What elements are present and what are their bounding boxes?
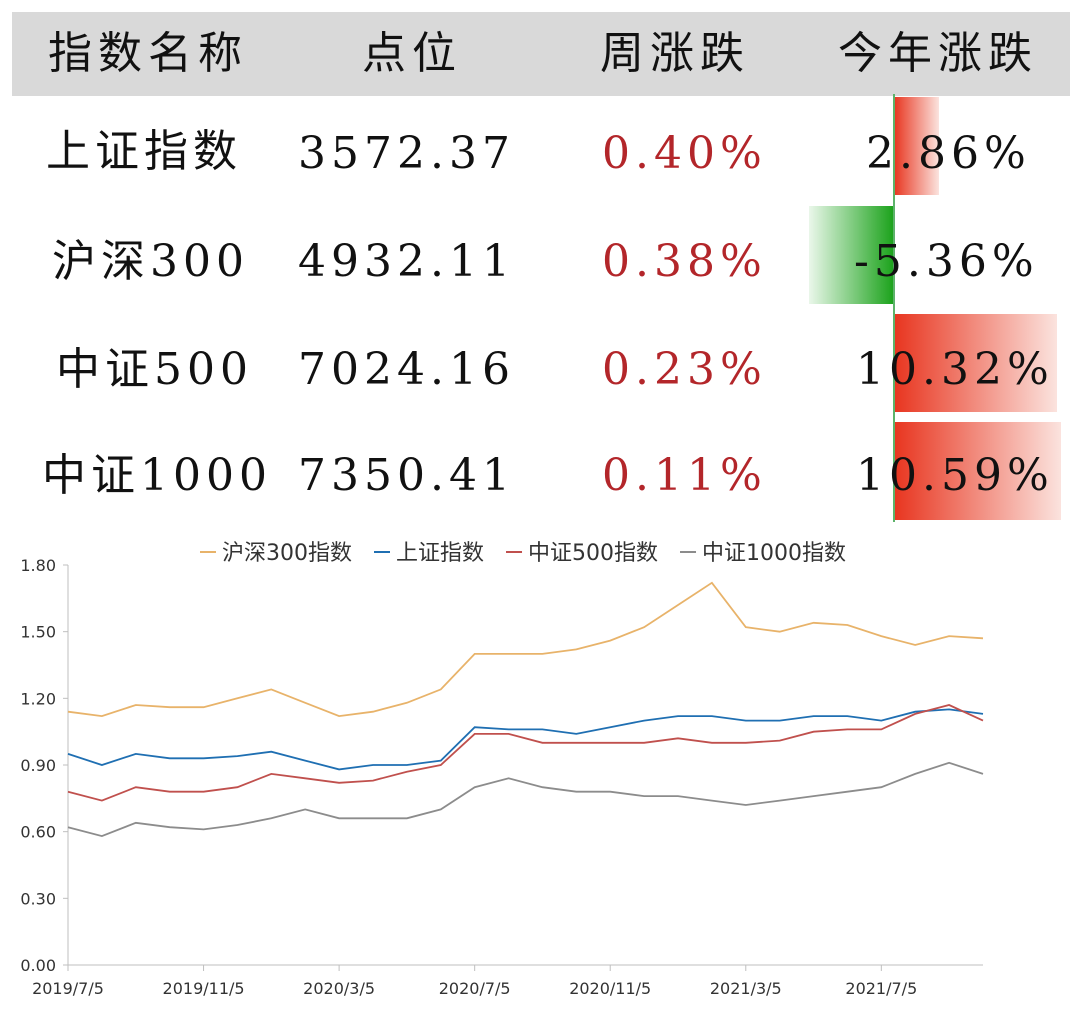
header-index-name: 指数名称 <box>48 28 248 79</box>
legend-label: 上证指数 <box>396 541 484 566</box>
x-tick-label: 2020/7/5 <box>439 979 511 998</box>
legend-label: 中证1000指数 <box>702 541 846 566</box>
y-tick-label: 1.20 <box>20 689 56 708</box>
series-line <box>67 708 984 771</box>
ytd-bar <box>894 97 940 195</box>
x-tick-label: 2020/11/5 <box>569 979 651 998</box>
row-week-change: 0.40% <box>602 128 767 179</box>
index-line-chart: 沪深300指数 上证指数 中证500指数 中证1000指数 0.00 0.30 0.60 0… <box>20 541 984 998</box>
y-tick-label: 0.90 <box>20 756 56 775</box>
y-tick-label: 1.80 <box>20 556 56 575</box>
ytd-bar <box>894 314 1058 412</box>
row-ytd-change: 10.32% <box>856 344 1054 395</box>
x-tick-label: 2019/11/5 <box>163 979 245 998</box>
x-tick-label: 2021/7/5 <box>845 979 917 998</box>
ytd-zero-line <box>893 94 895 522</box>
y-tick-label: 1.50 <box>20 623 56 642</box>
row-name: 中证500 <box>56 344 253 395</box>
series-line <box>67 704 984 802</box>
row-week-change: 0.11% <box>602 450 767 501</box>
row-week-change: 0.23% <box>602 344 767 395</box>
header-ytd-change: 今年涨跌 <box>838 28 1038 79</box>
legend-label: 中证500指数 <box>528 541 658 566</box>
row-ytd-change: 2.86% <box>866 128 1031 179</box>
series-line <box>67 761 984 838</box>
series-line <box>67 581 984 718</box>
chart-legend: 沪深300指数 上证指数 中证500指数 中证1000指数 <box>200 541 846 566</box>
table-header <box>12 12 1070 96</box>
row-points: 3572.37 <box>298 128 515 179</box>
x-tick-label: 2021/3/5 <box>710 979 782 998</box>
row-ytd-change: -5.36% <box>854 236 1039 287</box>
y-tick-label: 0.30 <box>20 889 56 908</box>
row-name: 沪深300 <box>52 236 249 287</box>
row-name: 上证指数 <box>46 126 242 177</box>
legend-label: 沪深300指数 <box>222 541 352 566</box>
index-table: 指数名称 点位 周涨跌 今年涨跌 上证指数 3572.37 0.40% 2.86… <box>12 12 1070 522</box>
ytd-bar <box>809 206 894 304</box>
row-points: 7350.41 <box>298 450 515 501</box>
row-points: 7024.16 <box>298 344 515 395</box>
x-tick-label: 2019/7/5 <box>32 979 104 998</box>
y-tick-label: 0.60 <box>20 823 56 842</box>
row-ytd-change: 10.59% <box>856 450 1054 501</box>
y-tick-label: 0.00 <box>20 956 56 975</box>
header-points: 点位 <box>362 28 462 79</box>
row-week-change: 0.38% <box>602 236 767 287</box>
ytd-bar <box>894 422 1062 520</box>
row-points: 4932.11 <box>298 236 515 287</box>
header-week-change: 周涨跌 <box>600 28 750 79</box>
row-name: 中证1000 <box>42 450 272 501</box>
x-tick-label: 2020/3/5 <box>303 979 375 998</box>
